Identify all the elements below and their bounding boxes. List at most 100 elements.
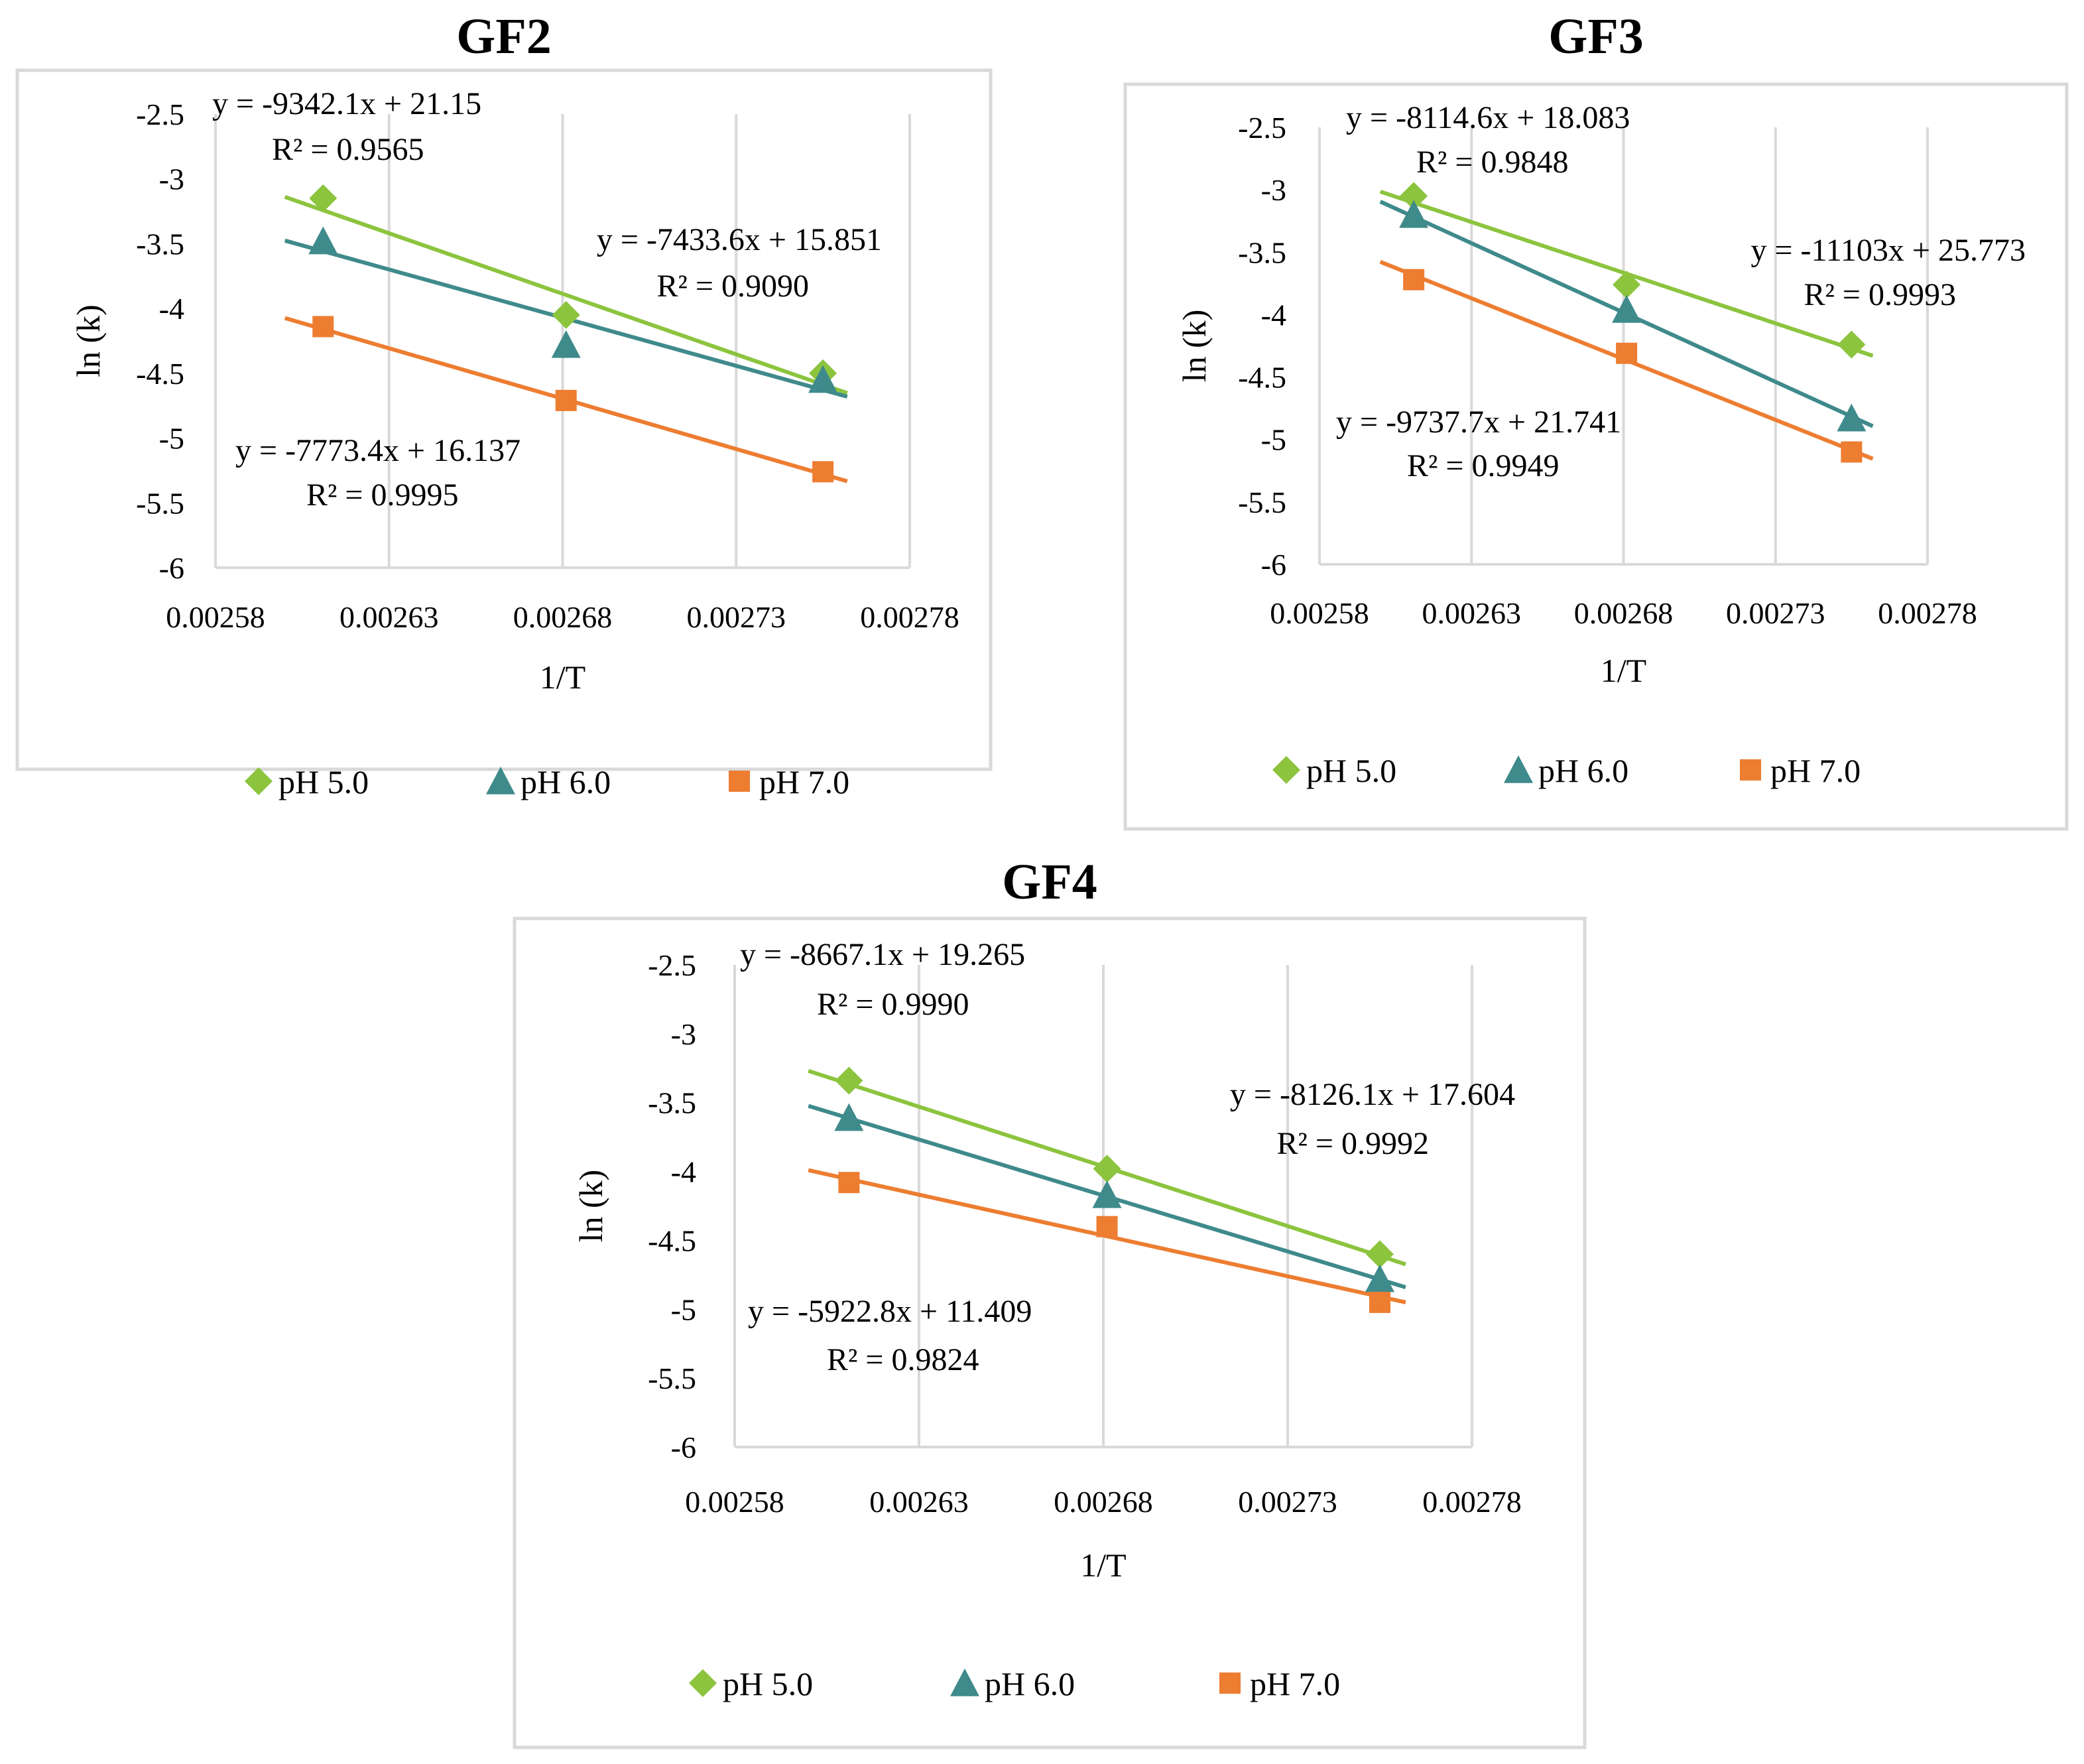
trendline-r-squared: R² = 0.9090	[657, 269, 809, 304]
data-point-diamond	[1400, 182, 1428, 210]
data-point-square	[555, 389, 577, 411]
y-tick-label: -5	[159, 422, 184, 456]
data-point-square	[838, 1172, 860, 1194]
y-axis-label: ln (k)	[1176, 310, 1213, 383]
y-axis-label: ln (k)	[70, 304, 107, 377]
y-tick-label: -3	[671, 1017, 696, 1051]
data-point-triangle	[1365, 1264, 1394, 1292]
data-point-square	[1096, 1216, 1118, 1237]
x-tick-label: 0.00258	[1270, 596, 1369, 630]
legend-marker-triangle	[950, 1669, 979, 1696]
legend-marker-diamond	[245, 767, 273, 795]
y-tick-label: -2.5	[1238, 111, 1286, 145]
data-point-triangle	[834, 1103, 864, 1131]
data-point-triangle	[551, 330, 581, 358]
trendline-ph50	[284, 195, 848, 395]
y-tick-label: -5.5	[648, 1361, 696, 1395]
x-tick-label: 0.00273	[1726, 596, 1825, 630]
x-tick-label: 0.00273	[1238, 1485, 1337, 1519]
legend-label: pH 5.0	[723, 1665, 813, 1702]
legend-label: pH 5.0	[278, 763, 369, 800]
y-tick-label: -6	[159, 551, 184, 585]
y-tick-label: -5	[671, 1292, 696, 1326]
trendline-equation: y = -8667.1x + 19.265	[740, 937, 1025, 972]
y-tick-label: -4	[671, 1155, 696, 1189]
y-tick-label: -4.5	[1238, 361, 1286, 395]
legend-marker-diamond	[689, 1669, 717, 1697]
y-tick-label: -4.5	[648, 1224, 696, 1257]
legend-label: pH 7.0	[759, 763, 849, 800]
x-tick-label: 0.00268	[513, 600, 613, 634]
data-point-triangle	[1612, 294, 1642, 323]
legend-marker-triangle	[486, 767, 515, 794]
x-tick-label: 0.00273	[687, 600, 786, 634]
x-axis-label: 1/T	[1080, 1546, 1126, 1584]
y-tick-label: -4	[159, 292, 184, 326]
data-point-triangle	[1837, 403, 1867, 432]
trendline-equation: y = -8126.1x + 17.604	[1230, 1077, 1515, 1112]
legend-marker-square	[1740, 759, 1761, 781]
chart-title: GF2	[456, 9, 552, 64]
x-tick-label: 0.00263	[1422, 596, 1522, 630]
y-tick-label: -6	[671, 1430, 696, 1464]
y-tick-label: -3.5	[136, 227, 184, 261]
x-tick-label: 0.00263	[339, 600, 439, 634]
y-tick-label: -4.5	[136, 357, 184, 391]
data-point-triangle	[308, 226, 338, 255]
chart-frame	[513, 916, 1587, 1749]
legend-marker-square	[729, 771, 750, 792]
chart-gf2: GF2 0.00258 0.00263 0.00268 0.00273 0.00278 -2…	[15, 9, 993, 800]
trendline-r-squared: R² = 0.9565	[272, 132, 424, 167]
trendline-equation: y = -7433.6x + 15.851	[597, 222, 882, 257]
trendline-equation: y = -7773.4x + 16.137	[235, 433, 521, 468]
legend-label: pH 7.0	[1250, 1665, 1340, 1702]
x-tick-label: 0.00278	[1878, 596, 1977, 630]
data-point-square	[312, 316, 334, 338]
y-tick-label: -5.5	[1238, 485, 1286, 519]
data-point-triangle	[808, 365, 838, 393]
data-point-diamond	[1366, 1240, 1394, 1269]
data-point-square	[1403, 269, 1425, 290]
data-point-square	[1369, 1291, 1390, 1313]
legend-label: pH 6.0	[985, 1665, 1075, 1702]
y-tick-label: -3	[1261, 173, 1286, 207]
legend-label: pH 6.0	[1538, 752, 1628, 789]
legend-marker-diamond	[1272, 756, 1300, 784]
chart-title: GF3	[1548, 9, 1644, 64]
chart-frame	[1123, 82, 2069, 831]
x-tick-label: 0.00258	[166, 600, 265, 634]
chart-gf3: GF3 0.00258 0.00263 0.00268 0.00273 0.00278 -2…	[1123, 9, 2069, 831]
x-tick-label: 0.00278	[860, 600, 959, 634]
y-axis-label: ln (k)	[572, 1170, 609, 1243]
trendline-equation: y = -11103x + 25.773	[1750, 233, 2026, 268]
data-point-diamond	[309, 184, 337, 213]
trendline-r-squared: R² = 0.9990	[817, 987, 969, 1022]
chart-title: GF4	[1002, 854, 1097, 910]
y-tick-label: -4	[1261, 298, 1286, 332]
y-tick-label: -5	[1261, 423, 1286, 457]
trendline-equation: y = -8114.6x + 18.083	[1346, 100, 1630, 135]
data-point-square	[812, 461, 834, 483]
data-point-triangle	[1092, 1180, 1122, 1208]
trendline-r-squared: R² = 0.9995	[306, 477, 458, 513]
data-point-diamond	[835, 1066, 863, 1095]
x-axis-label: 1/T	[1601, 652, 1646, 689]
x-tick-label: 0.00263	[869, 1485, 969, 1519]
legend-label: pH 6.0	[521, 763, 611, 800]
y-tick-label: -3.5	[648, 1086, 696, 1120]
data-point-diamond	[1613, 271, 1641, 299]
y-tick-label: -5.5	[136, 486, 184, 520]
trendline-r-squared: R² = 0.9992	[1277, 1126, 1429, 1161]
y-tick-label: -3.5	[1238, 235, 1286, 269]
trendline-equation: y = -9342.1x + 21.15	[212, 86, 481, 121]
data-point-square	[1616, 342, 1638, 364]
legend-label: pH 5.0	[1306, 752, 1396, 789]
legend-label: pH 7.0	[1770, 752, 1861, 789]
data-point-triangle	[1399, 200, 1429, 228]
y-tick-label: -3	[159, 162, 184, 196]
y-tick-label: -2.5	[648, 948, 696, 982]
x-tick-label: 0.00268	[1054, 1485, 1153, 1519]
data-point-square	[1841, 441, 1863, 463]
legend-marker-square	[1219, 1672, 1241, 1694]
